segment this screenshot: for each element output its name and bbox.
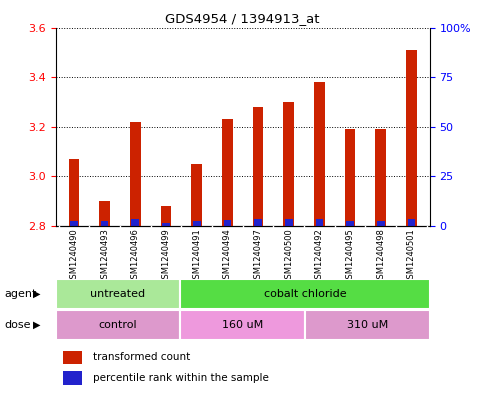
Text: GSM1240493: GSM1240493 <box>100 228 109 285</box>
Bar <box>345 129 355 226</box>
Text: untreated: untreated <box>90 289 145 299</box>
Bar <box>130 122 141 226</box>
Text: GSM1240492: GSM1240492 <box>315 228 324 284</box>
Bar <box>377 220 384 226</box>
Text: agent: agent <box>5 289 37 299</box>
Bar <box>162 223 170 226</box>
Text: GSM1240500: GSM1240500 <box>284 228 293 284</box>
Bar <box>315 219 323 226</box>
Bar <box>222 119 233 226</box>
Text: control: control <box>99 320 137 330</box>
Bar <box>285 219 293 226</box>
Bar <box>101 220 109 226</box>
Bar <box>99 201 110 226</box>
Bar <box>284 102 294 226</box>
Bar <box>314 82 325 226</box>
Text: ▶: ▶ <box>32 289 40 299</box>
Text: GSM1240494: GSM1240494 <box>223 228 232 284</box>
Bar <box>69 159 79 226</box>
Text: 160 uM: 160 uM <box>222 320 263 330</box>
Bar <box>346 220 354 226</box>
Text: GSM1240499: GSM1240499 <box>161 228 170 284</box>
Text: percentile rank within the sample: percentile rank within the sample <box>93 373 269 383</box>
Bar <box>193 220 200 226</box>
Text: GSM1240501: GSM1240501 <box>407 228 416 284</box>
Text: cobalt chloride: cobalt chloride <box>264 289 346 299</box>
Bar <box>63 371 82 384</box>
Bar <box>56 279 180 309</box>
Text: ▶: ▶ <box>32 320 40 330</box>
Bar <box>375 129 386 226</box>
Text: GSM1240497: GSM1240497 <box>254 228 263 285</box>
Bar <box>131 219 139 226</box>
Title: GDS4954 / 1394913_at: GDS4954 / 1394913_at <box>166 12 320 25</box>
Text: dose: dose <box>5 320 31 330</box>
Bar <box>305 310 430 340</box>
Bar <box>254 219 262 226</box>
Bar <box>224 220 231 226</box>
Bar <box>56 310 180 340</box>
Text: transformed count: transformed count <box>93 353 190 362</box>
Bar <box>161 206 171 226</box>
Text: 310 uM: 310 uM <box>347 320 388 330</box>
Bar <box>180 279 430 309</box>
Bar <box>408 219 415 226</box>
Text: GSM1240491: GSM1240491 <box>192 228 201 284</box>
Bar <box>191 164 202 226</box>
Bar <box>63 351 82 364</box>
Text: GSM1240490: GSM1240490 <box>70 228 78 284</box>
Text: GSM1240496: GSM1240496 <box>131 228 140 285</box>
Bar <box>180 310 305 340</box>
Bar <box>253 107 263 226</box>
Text: GSM1240498: GSM1240498 <box>376 228 385 285</box>
Bar <box>70 220 78 226</box>
Text: GSM1240495: GSM1240495 <box>346 228 355 284</box>
Bar <box>406 50 417 226</box>
